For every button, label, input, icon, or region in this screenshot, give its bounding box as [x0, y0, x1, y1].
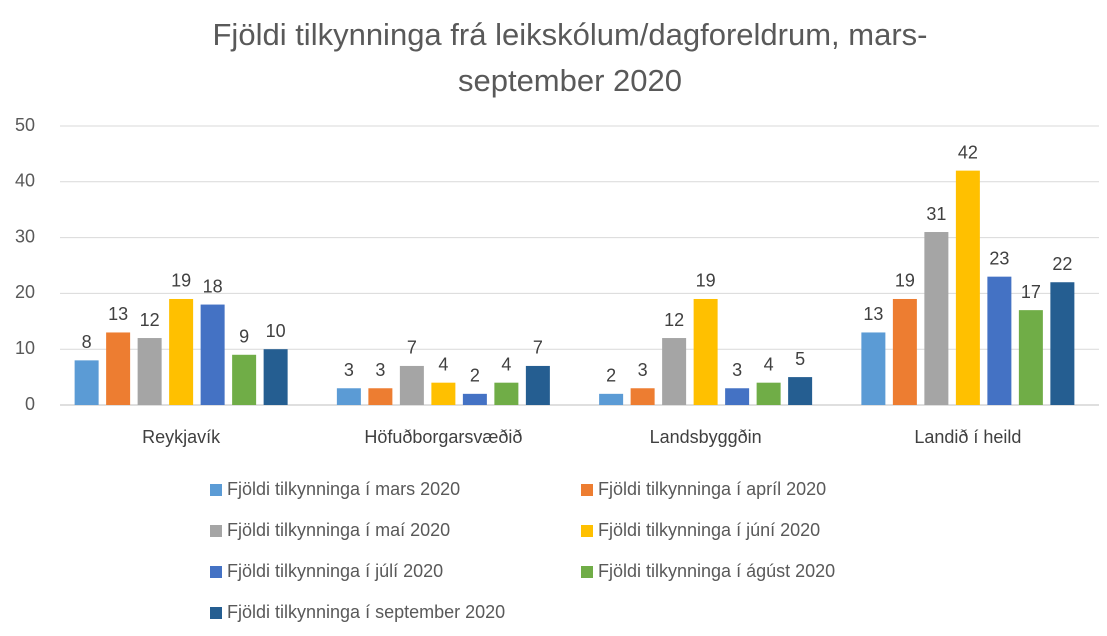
bar	[892, 298, 917, 405]
data-label: 3	[344, 360, 354, 380]
bar	[74, 360, 99, 405]
data-label: 2	[606, 366, 616, 386]
data-label: 17	[1021, 282, 1041, 302]
bar	[336, 388, 361, 405]
legend-label: Fjöldi tilkynninga í maí 2020	[227, 520, 450, 540]
bar	[924, 232, 949, 405]
bar	[861, 332, 886, 405]
data-label: 22	[1052, 254, 1072, 274]
bar	[955, 170, 980, 405]
y-tick-label: 40	[15, 171, 35, 191]
legend-swatch	[581, 484, 593, 496]
data-label: 13	[108, 304, 128, 324]
legend-label: Fjöldi tilkynninga í september 2020	[227, 602, 505, 622]
bar	[431, 382, 456, 405]
data-label: 8	[82, 332, 92, 352]
data-label: 23	[989, 248, 1009, 268]
x-tick-label: Reykjavík	[142, 427, 221, 447]
data-label: 12	[664, 310, 684, 330]
data-label: 2	[470, 366, 480, 386]
data-label: 4	[438, 354, 448, 374]
bar	[200, 304, 225, 405]
data-label: 18	[203, 276, 223, 296]
legend-swatch	[210, 566, 222, 578]
legend-swatch	[581, 566, 593, 578]
bar	[599, 393, 624, 405]
bar	[987, 276, 1012, 405]
bar	[1050, 282, 1075, 405]
bar	[788, 377, 813, 405]
data-label: 19	[696, 271, 716, 291]
bar	[263, 349, 288, 405]
bar	[232, 354, 257, 405]
data-label: 19	[171, 271, 191, 291]
data-label: 4	[501, 354, 511, 374]
data-label: 5	[795, 349, 805, 369]
x-tick-label: Landið í heild	[914, 427, 1021, 447]
bar	[630, 388, 655, 405]
legend-label: Fjöldi tilkynninga í mars 2020	[227, 479, 460, 499]
x-tick-label: Landsbyggðin	[650, 427, 762, 447]
bar	[462, 393, 487, 405]
data-label: 12	[140, 310, 160, 330]
data-label: 7	[533, 338, 543, 358]
legend-label: Fjöldi tilkynninga í ágúst 2020	[598, 561, 835, 581]
bar	[368, 388, 393, 405]
data-label: 42	[958, 142, 978, 162]
bar	[662, 338, 687, 405]
legend-swatch	[210, 525, 222, 537]
data-label: 3	[638, 360, 648, 380]
data-label: 19	[895, 271, 915, 291]
data-label: 3	[375, 360, 385, 380]
bar	[399, 365, 424, 405]
legend-swatch	[210, 484, 222, 496]
x-tick-label: Höfuðborgarsvæðið	[364, 427, 522, 447]
legend-label: Fjöldi tilkynninga í júní 2020	[598, 520, 820, 540]
bar	[1018, 310, 1043, 405]
bar	[106, 332, 131, 405]
data-label: 3	[732, 360, 742, 380]
legend-label: Fjöldi tilkynninga í apríl 2020	[598, 479, 826, 499]
bar	[525, 365, 550, 405]
bar	[725, 388, 750, 405]
bar	[756, 382, 781, 405]
data-label: 4	[764, 354, 774, 374]
legend-label: Fjöldi tilkynninga í júlí 2020	[227, 561, 443, 581]
legend-swatch	[210, 607, 222, 619]
bar	[494, 382, 519, 405]
data-label: 10	[266, 321, 286, 341]
bar	[693, 298, 718, 405]
bar	[137, 338, 162, 405]
data-label: 7	[407, 338, 417, 358]
y-tick-label: 10	[15, 338, 35, 358]
chart-title: Fjöldi tilkynninga frá leikskólum/dagfor…	[212, 17, 928, 98]
y-tick-label: 50	[15, 115, 35, 135]
y-tick-label: 20	[15, 282, 35, 302]
data-label: 13	[863, 304, 883, 324]
legend-swatch	[581, 525, 593, 537]
y-tick-label: 30	[15, 226, 35, 246]
data-label: 31	[926, 204, 946, 224]
y-tick-label: 0	[25, 394, 35, 414]
bar	[169, 298, 194, 405]
data-label: 9	[239, 327, 249, 347]
